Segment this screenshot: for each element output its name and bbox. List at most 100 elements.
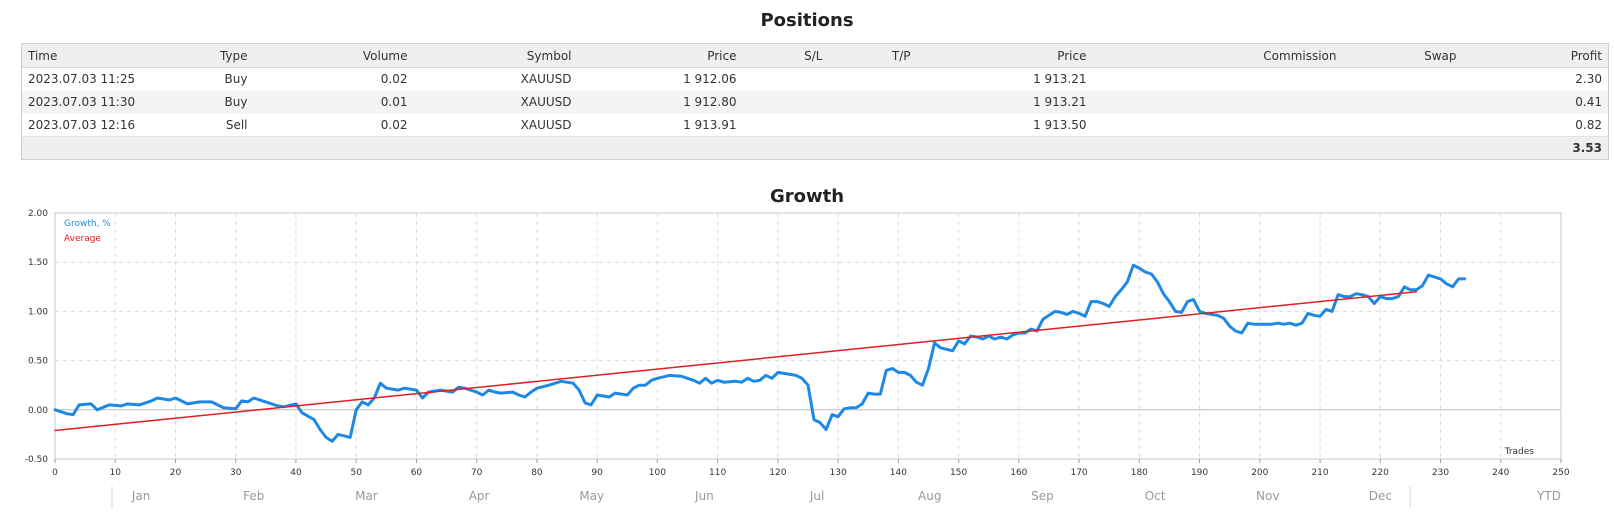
cell-tp bbox=[828, 90, 917, 114]
cell-symbol: XAUUSD bbox=[413, 90, 578, 114]
column-header-commission[interactable]: Commission bbox=[1092, 43, 1343, 68]
column-header-swap[interactable]: Swap bbox=[1342, 43, 1463, 68]
cell-time: 2023.07.03 12:16 bbox=[28, 117, 136, 132]
cell-sl bbox=[742, 90, 829, 114]
cell-profit: 0.82 bbox=[1575, 117, 1602, 132]
cell-swap bbox=[1343, 114, 1463, 137]
column-header-open-price[interactable]: Price bbox=[577, 43, 743, 68]
column-header-symbol[interactable]: Symbol bbox=[413, 43, 578, 68]
cell-type: Sell bbox=[225, 117, 248, 132]
x-tick-label: 10 bbox=[110, 468, 122, 478]
y-tick-label: -0.50 bbox=[25, 455, 49, 465]
cell-commission bbox=[1092, 90, 1343, 114]
column-header-tp[interactable]: T/P bbox=[828, 43, 917, 68]
column-header-sl[interactable]: S/L bbox=[742, 43, 829, 68]
x-tick-label: 150 bbox=[950, 468, 967, 478]
x-axis-label: Trades bbox=[1504, 447, 1535, 457]
cell-profit: 2.30 bbox=[1575, 72, 1602, 87]
legend-entry: Growth, % bbox=[64, 219, 111, 229]
x-tick-label: 0 bbox=[52, 468, 58, 478]
growth-title: Growth bbox=[769, 186, 845, 207]
month-label: Jan bbox=[131, 489, 151, 503]
y-tick-label: 0.00 bbox=[28, 406, 48, 416]
cell-type: Buy bbox=[224, 72, 248, 87]
table-header-row: Time Type Volume Symbol Price S/L T/P Pr… bbox=[21, 43, 1609, 68]
month-label: Jul bbox=[809, 489, 824, 503]
table-row: 2023.07.03 11:30 Buy 0.01 XAUUSD 1 912.8… bbox=[21, 90, 1609, 114]
month-label: Aug bbox=[918, 489, 941, 503]
x-tick-label: 90 bbox=[591, 468, 603, 478]
table-row: 2023.07.03 11:25 Buy 0.02 XAUUSD 1 912.0… bbox=[22, 68, 1609, 91]
table-row: 2023.07.03 12:16 Sell 0.02 XAUUSD 1 913.… bbox=[22, 114, 1609, 137]
cell-swap bbox=[1342, 90, 1463, 114]
x-tick-label: 40 bbox=[290, 468, 302, 478]
x-tick-label: 120 bbox=[769, 468, 786, 478]
y-tick-label: 1.50 bbox=[28, 258, 48, 268]
x-tick-label: 140 bbox=[890, 468, 907, 478]
x-tick-label: 180 bbox=[1131, 468, 1148, 478]
month-label: Feb bbox=[243, 489, 264, 503]
positions-title: Positions bbox=[760, 10, 854, 31]
cell-open-price: 1 913.91 bbox=[683, 117, 737, 132]
x-tick-label: 60 bbox=[411, 468, 423, 478]
x-tick-label: 200 bbox=[1251, 468, 1268, 478]
cell-time: 2023.07.03 11:25 bbox=[28, 72, 136, 87]
cell-open-price: 1 912.06 bbox=[683, 72, 737, 87]
average-series-line bbox=[54, 290, 1418, 432]
cell-volume: 0.02 bbox=[380, 117, 408, 132]
cell-swap bbox=[1343, 68, 1463, 91]
x-tick-label: 190 bbox=[1191, 468, 1208, 478]
x-tick-label: 230 bbox=[1432, 468, 1449, 478]
month-label: Apr bbox=[469, 489, 490, 503]
growth-series-line bbox=[53, 263, 1467, 443]
x-tick-label: 50 bbox=[350, 468, 362, 478]
month-label: Dec bbox=[1369, 489, 1392, 503]
x-tick-label: 160 bbox=[1010, 468, 1027, 478]
x-tick-label: 170 bbox=[1070, 468, 1087, 478]
x-tick-label: 250 bbox=[1552, 468, 1569, 478]
month-label: Mar bbox=[355, 489, 378, 503]
positions-table: Time Type Volume Symbol Price S/L T/P Pr… bbox=[21, 43, 1609, 160]
month-label: Oct bbox=[1145, 489, 1166, 503]
x-tick-label: 70 bbox=[471, 468, 483, 478]
legend-entry: Average bbox=[64, 234, 101, 244]
cell-commission bbox=[1093, 68, 1343, 91]
x-tick-label: 210 bbox=[1311, 468, 1328, 478]
cell-type: Buy bbox=[171, 90, 254, 114]
column-header-profit[interactable]: Profit bbox=[1462, 43, 1609, 68]
total-spacer bbox=[21, 136, 1463, 160]
column-header-type[interactable]: Type bbox=[171, 43, 254, 68]
month-label: May bbox=[579, 489, 604, 503]
column-header-price[interactable]: Price bbox=[916, 43, 1093, 68]
cell-volume: 0.02 bbox=[380, 72, 408, 87]
cell-sl bbox=[743, 114, 829, 137]
x-tick-label: 110 bbox=[709, 468, 726, 478]
column-header-time[interactable]: Time bbox=[21, 43, 172, 68]
growth-chart: -0.50 0.00 0.50 1.00 1.50 2.00 0 10 20 30 40 50 60 70… bbox=[25, 209, 1570, 508]
cell-tp bbox=[829, 114, 917, 137]
x-tick-label: 100 bbox=[649, 468, 666, 478]
cell-profit: 0.41 bbox=[1462, 90, 1609, 114]
total-profit: 3.53 bbox=[1462, 136, 1609, 160]
cell-price: 1 913.21 bbox=[916, 90, 1093, 114]
x-tick-label: 240 bbox=[1492, 468, 1509, 478]
month-label: Nov bbox=[1256, 489, 1279, 503]
month-label: Sep bbox=[1031, 489, 1054, 503]
cell-symbol: XAUUSD bbox=[520, 72, 572, 87]
cell-tp bbox=[829, 68, 917, 91]
cell-price: 1 913.50 bbox=[1033, 117, 1087, 132]
cell-time: 2023.07.03 11:30 bbox=[21, 90, 172, 114]
x-tick-label: 20 bbox=[170, 468, 182, 478]
x-tick-label: 80 bbox=[531, 468, 543, 478]
total-row: 3.53 bbox=[21, 136, 1609, 160]
x-tick-label: 30 bbox=[230, 468, 242, 478]
column-header-volume[interactable]: Volume bbox=[253, 43, 414, 68]
cell-open-price: 1 912.80 bbox=[577, 90, 743, 114]
cell-volume: 0.01 bbox=[253, 90, 414, 114]
y-tick-label: 1.00 bbox=[28, 307, 48, 317]
month-label: Jun bbox=[694, 489, 714, 503]
x-tick-label: 220 bbox=[1372, 468, 1389, 478]
month-label-ytd: YTD bbox=[1536, 489, 1561, 503]
cell-symbol: XAUUSD bbox=[520, 117, 572, 132]
cell-sl bbox=[743, 68, 829, 91]
